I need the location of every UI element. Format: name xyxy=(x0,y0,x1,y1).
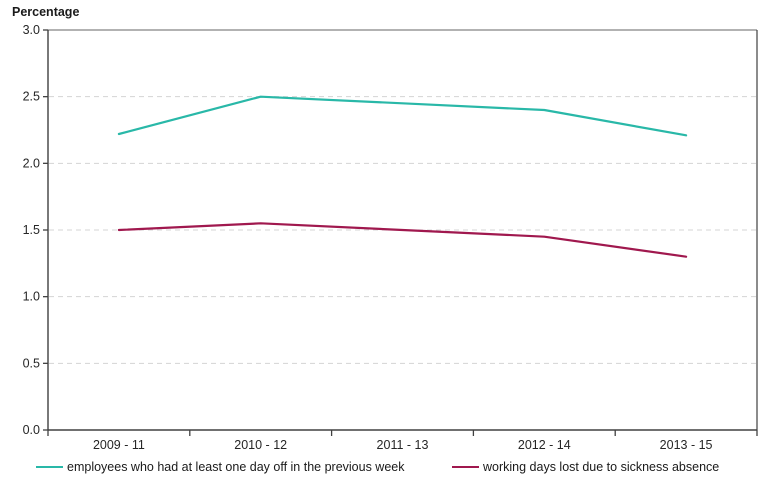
svg-text:2009 - 11: 2009 - 11 xyxy=(93,438,145,452)
svg-text:1.5: 1.5 xyxy=(23,223,40,237)
series-line-0 xyxy=(117,95,688,137)
svg-text:1.0: 1.0 xyxy=(23,290,40,304)
chart-legend: employees who had at least one day off i… xyxy=(0,459,768,477)
legend-label: employees who had at least one day off i… xyxy=(67,460,405,474)
x-axis-tick-labels: 2009 - 11 2010 - 12 2011 - 13 2012 - 14 2013… xyxy=(93,438,713,452)
svg-text:2.5: 2.5 xyxy=(23,90,40,104)
legend-item-working-days-lost: working days lost due to sickness absenc… xyxy=(452,459,719,475)
legend-item-employees-day-off: employees who had at least one day off i… xyxy=(36,459,404,475)
svg-text:0.5: 0.5 xyxy=(23,356,40,370)
x-axis-ticks xyxy=(47,430,758,436)
svg-text:2013 - 15: 2013 - 15 xyxy=(660,438,713,452)
y-axis-title: Percentage xyxy=(12,5,80,19)
y-axis-ticks xyxy=(43,29,48,431)
legend-label: working days lost due to sickness absenc… xyxy=(483,460,720,474)
legend-line-swatch-teal xyxy=(36,466,63,468)
svg-text:0.0: 0.0 xyxy=(23,423,40,437)
legend-line-swatch-crimson xyxy=(452,466,479,468)
svg-text:2.0: 2.0 xyxy=(23,156,40,170)
y-axis-tick-labels: 0.0 0.5 1.0 1.5 2.0 2.5 3.0 xyxy=(23,23,40,437)
series-line-1 xyxy=(117,222,688,258)
plot-border xyxy=(48,29,758,430)
svg-text:2012 - 14: 2012 - 14 xyxy=(518,438,571,452)
svg-text:2011 - 13: 2011 - 13 xyxy=(377,438,429,452)
svg-text:2010 - 12: 2010 - 12 xyxy=(234,438,287,452)
svg-text:3.0: 3.0 xyxy=(23,23,40,37)
